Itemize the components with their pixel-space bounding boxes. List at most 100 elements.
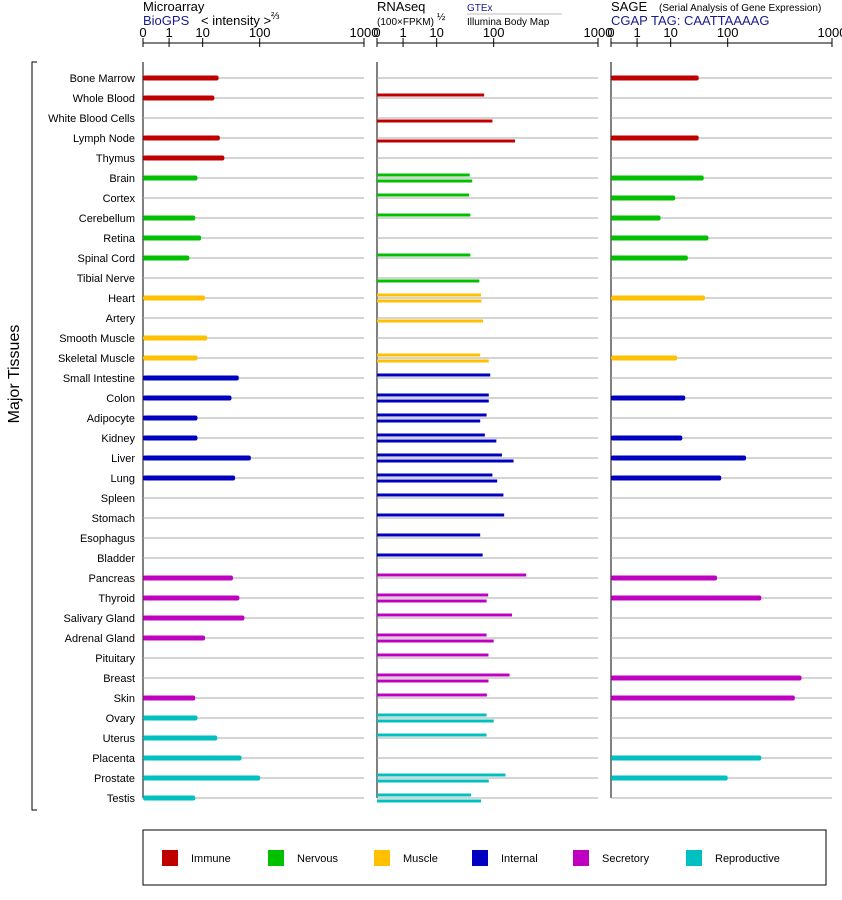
bar-rnaseq-prostate[interactable]	[377, 773, 506, 777]
bar-rnaseq-colon[interactable]	[377, 393, 489, 397]
bar-rnaseq-adipocyte[interactable]	[377, 419, 481, 423]
bar-rnaseq-testis[interactable]	[377, 799, 482, 803]
bar-microarray-placenta[interactable]	[143, 755, 242, 761]
sage-tag[interactable]: CGAP TAG: CAATTAAAAG	[611, 13, 769, 28]
bar-microarray-ovary[interactable]	[143, 715, 198, 721]
bar-microarray-adipocyte[interactable]	[143, 415, 198, 421]
bar-sage-skeletal-muscle[interactable]	[611, 355, 678, 361]
bar-sage-lymph-node[interactable]	[611, 135, 699, 141]
bar-sage-lung[interactable]	[611, 475, 722, 481]
bar-microarray-thyroid[interactable]	[143, 595, 240, 601]
bar-microarray-liver[interactable]	[143, 455, 251, 461]
bar-sage-cerebellum[interactable]	[611, 215, 661, 221]
bar-rnaseq-kidney[interactable]	[377, 433, 485, 437]
bar-sage-bone-marrow[interactable]	[611, 75, 699, 81]
bar-microarray-heart[interactable]	[143, 295, 206, 301]
bar-sage-breast[interactable]	[611, 675, 802, 681]
bar-rnaseq-breast[interactable]	[377, 679, 489, 683]
bar-rnaseq-pancreas[interactable]	[377, 573, 527, 577]
bar-microarray-smooth-muscle[interactable]	[143, 335, 208, 341]
microarray-source[interactable]: BioGPS	[143, 13, 190, 28]
bar-rnaseq-skeletal-muscle[interactable]	[377, 359, 489, 363]
bar-rnaseq-cerebellum[interactable]	[377, 213, 471, 217]
bar-rnaseq-breast[interactable]	[377, 673, 510, 677]
bar-rnaseq-thyroid[interactable]	[377, 593, 489, 597]
bar-rnaseq-stomach[interactable]	[377, 513, 505, 517]
bar-sage-kidney[interactable]	[611, 435, 683, 441]
bar-rnaseq-bladder[interactable]	[377, 553, 483, 557]
bar-microarray-testis[interactable]	[143, 795, 196, 801]
bar-sage-brain[interactable]	[611, 175, 704, 181]
bar-rnaseq-spleen[interactable]	[377, 493, 504, 497]
bar-rnaseq-colon[interactable]	[377, 399, 489, 403]
bar-microarray-colon[interactable]	[143, 395, 232, 401]
tissue-label: Brain	[109, 173, 135, 185]
bar-sage-colon[interactable]	[611, 395, 686, 401]
rnaseq-source-gtex[interactable]: GTEx	[467, 3, 493, 14]
bar-rnaseq-uterus[interactable]	[377, 733, 487, 737]
bar-rnaseq-testis[interactable]	[377, 793, 471, 797]
bar-rnaseq-adipocyte[interactable]	[377, 413, 487, 417]
bar-microarray-bone-marrow[interactable]	[143, 75, 219, 81]
bar-rnaseq-skin[interactable]	[377, 693, 487, 697]
bar-rnaseq-lymph-node[interactable]	[377, 139, 515, 143]
bar-microarray-skeletal-muscle[interactable]	[143, 355, 198, 361]
bar-sage-prostate[interactable]	[611, 775, 728, 781]
bar-microarray-cerebellum[interactable]	[143, 215, 196, 221]
bar-rnaseq-pituitary[interactable]	[377, 653, 489, 657]
tissue-label: Liver	[111, 453, 135, 465]
bar-rnaseq-tibial-nerve[interactable]	[377, 279, 480, 283]
bar-microarray-pancreas[interactable]	[143, 575, 233, 581]
bar-microarray-spinal-cord[interactable]	[143, 255, 190, 261]
bar-rnaseq-adrenal-gland[interactable]	[377, 633, 487, 637]
bar-sage-placenta[interactable]	[611, 755, 762, 761]
bar-microarray-brain[interactable]	[143, 175, 198, 181]
tissue-label: Adipocyte	[87, 413, 135, 425]
bar-rnaseq-brain[interactable]	[377, 179, 473, 183]
bar-microarray-adrenal-gland[interactable]	[143, 635, 206, 641]
bar-sage-heart[interactable]	[611, 295, 705, 301]
bar-microarray-skin[interactable]	[143, 695, 196, 701]
bar-microarray-lung[interactable]	[143, 475, 236, 481]
bar-microarray-prostate[interactable]	[143, 775, 261, 781]
bar-rnaseq-cortex[interactable]	[377, 193, 470, 197]
bar-microarray-thymus[interactable]	[143, 155, 225, 161]
bar-rnaseq-small-intestine[interactable]	[377, 373, 491, 377]
bar-rnaseq-adrenal-gland[interactable]	[377, 639, 494, 643]
bar-rnaseq-prostate[interactable]	[377, 779, 489, 783]
bar-rnaseq-ovary[interactable]	[377, 719, 494, 723]
bar-microarray-uterus[interactable]	[143, 735, 218, 741]
bar-microarray-retina[interactable]	[143, 235, 202, 241]
bar-microarray-kidney[interactable]	[143, 435, 198, 441]
bar-sage-retina[interactable]	[611, 235, 709, 241]
bar-rnaseq-thyroid[interactable]	[377, 599, 487, 603]
bar-rnaseq-brain[interactable]	[377, 173, 470, 177]
bar-rnaseq-whole-blood[interactable]	[377, 93, 485, 97]
bar-rnaseq-ovary[interactable]	[377, 713, 487, 717]
bar-microarray-small-intestine[interactable]	[143, 375, 239, 381]
bar-rnaseq-liver[interactable]	[377, 459, 514, 463]
bar-rnaseq-heart[interactable]	[377, 299, 482, 303]
bar-rnaseq-artery[interactable]	[377, 319, 484, 323]
bar-microarray-salivary-gland[interactable]	[143, 615, 245, 621]
bar-rnaseq-heart[interactable]	[377, 293, 482, 297]
bar-microarray-whole-blood[interactable]	[143, 95, 215, 101]
bar-sage-cortex[interactable]	[611, 195, 676, 201]
bar-sage-pancreas[interactable]	[611, 575, 718, 581]
bar-microarray-lymph-node[interactable]	[143, 135, 220, 141]
tissue-label: Stomach	[92, 513, 135, 525]
bar-rnaseq-spinal-cord[interactable]	[377, 253, 471, 257]
bar-sage-spinal-cord[interactable]	[611, 255, 688, 261]
bar-rnaseq-skeletal-muscle[interactable]	[377, 353, 481, 357]
bar-rnaseq-white-blood-cells[interactable]	[377, 119, 493, 123]
tissue-label: Skeletal Muscle	[58, 353, 135, 365]
bar-rnaseq-lung[interactable]	[377, 479, 498, 483]
bar-rnaseq-kidney[interactable]	[377, 439, 497, 443]
bar-rnaseq-lung[interactable]	[377, 473, 493, 477]
bar-sage-liver[interactable]	[611, 455, 747, 461]
bar-rnaseq-esophagus[interactable]	[377, 533, 481, 537]
bar-rnaseq-salivary-gland[interactable]	[377, 613, 513, 617]
bar-rnaseq-liver[interactable]	[377, 453, 502, 457]
bar-sage-skin[interactable]	[611, 695, 795, 701]
bar-sage-thyroid[interactable]	[611, 595, 762, 601]
